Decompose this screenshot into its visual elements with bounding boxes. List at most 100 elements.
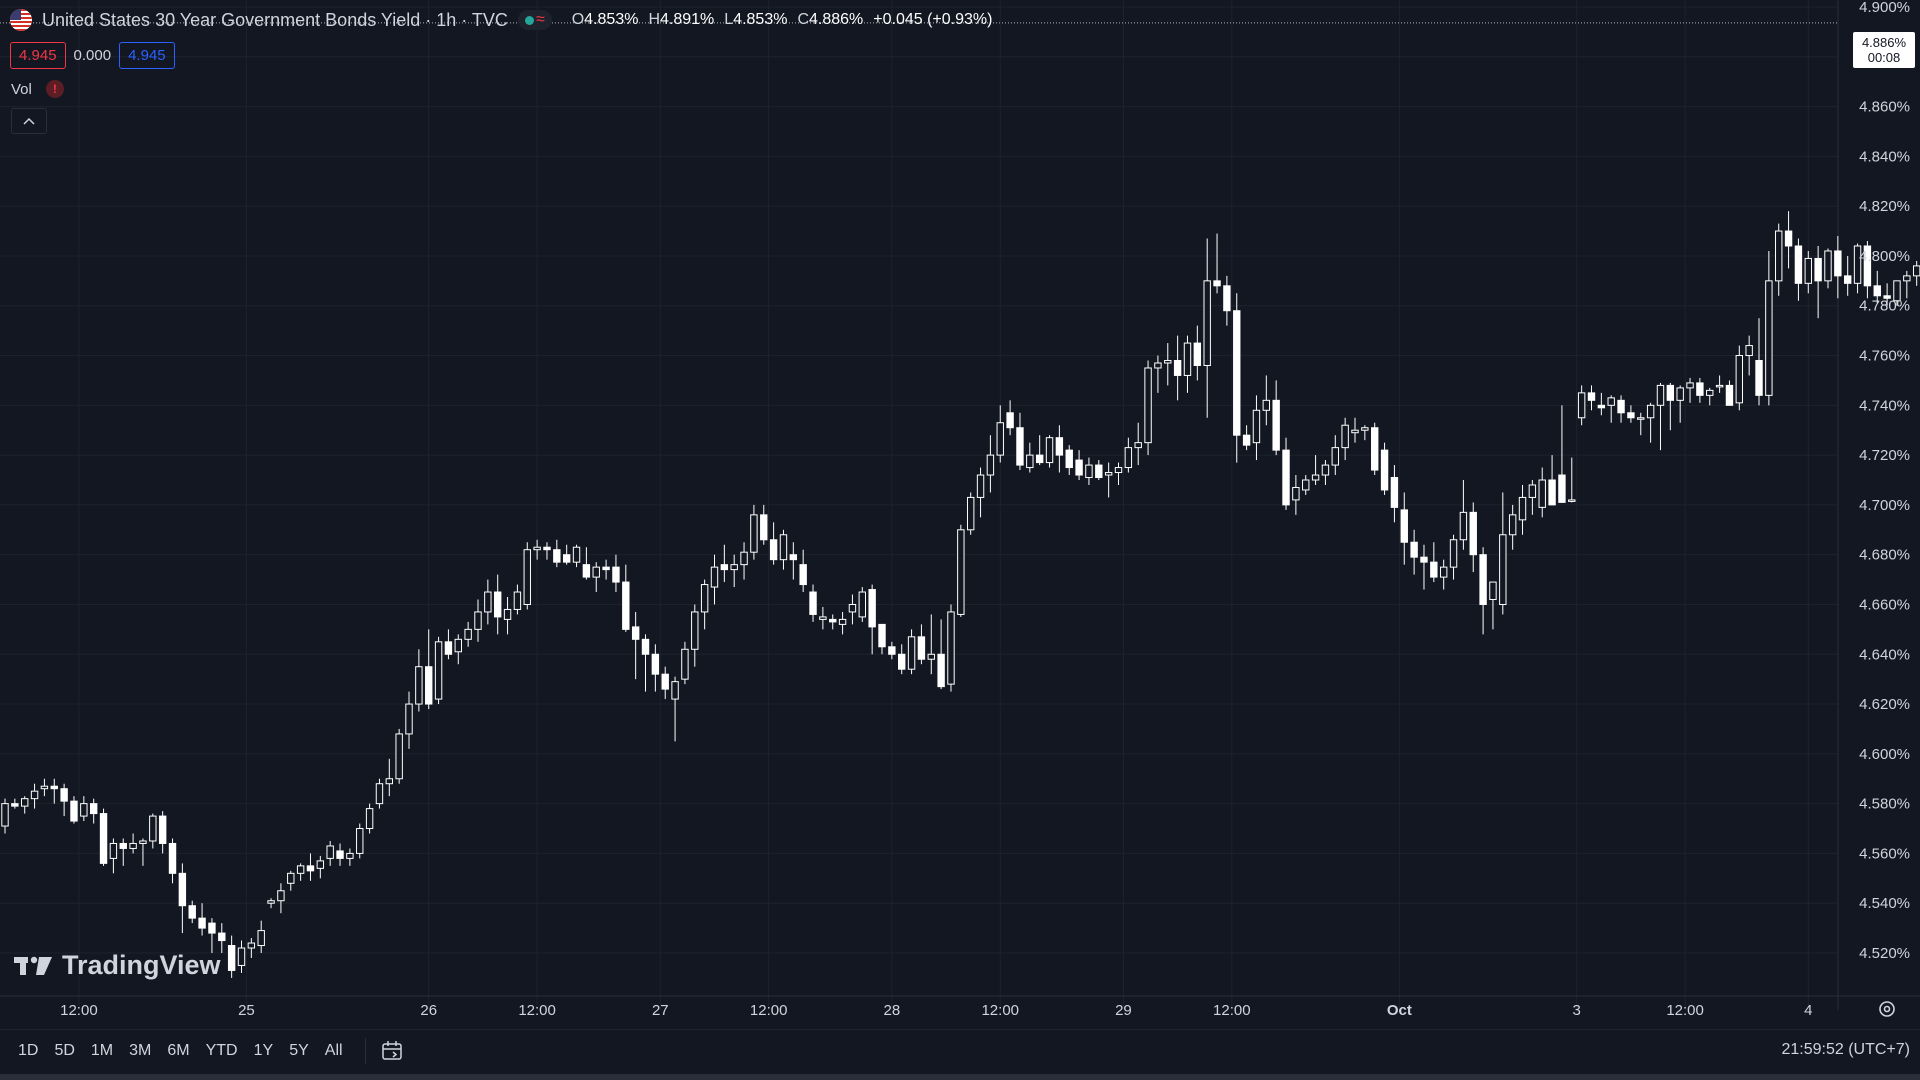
candle [789, 542, 798, 580]
time-tick-label: 12:00 [750, 1002, 788, 1019]
calendar-goto-icon [381, 1041, 402, 1060]
candle [996, 405, 1004, 463]
candle [1390, 465, 1399, 523]
bottom-toolbar: 1D 5D 1M 3M 6M YTD 1Y 5Y All 21:59:52 (U… [0, 1030, 1920, 1072]
sell-button[interactable]: 4.945 [10, 42, 66, 69]
candle [434, 636, 443, 705]
range-1d[interactable]: 1D [18, 1042, 39, 1059]
candle [227, 935, 236, 978]
candlestick-chart[interactable]: 4.900%4.880%4.860%4.840%4.820%4.800%4.78… [0, 0, 1920, 1030]
range-5y[interactable]: 5Y [289, 1042, 309, 1059]
price-tick-label: 4.780% [1859, 298, 1910, 315]
price-tick-label: 4.900% [1859, 0, 1910, 16]
range-ytd[interactable]: YTD [205, 1042, 238, 1059]
candle [484, 579, 492, 625]
time-tick-label: 27 [652, 1002, 669, 1019]
candle [119, 838, 127, 866]
delayed-data-icon: ≈ [535, 11, 545, 28]
ohlc-low: L4.853% [724, 11, 788, 28]
time-tick-label: 12:00 [518, 1002, 556, 1019]
candle [1430, 542, 1438, 583]
candle [1686, 377, 1694, 403]
candle [1784, 211, 1793, 269]
candle [1863, 241, 1872, 299]
range-1y[interactable]: 1Y [253, 1042, 274, 1059]
candle [838, 611, 847, 635]
candle [779, 529, 788, 570]
candle [1627, 405, 1635, 423]
candle [70, 796, 78, 824]
range-1m[interactable]: 1M [90, 1042, 114, 1059]
candle [1124, 437, 1133, 473]
candle [158, 811, 167, 854]
candle [829, 614, 837, 630]
buy-button[interactable]: 4.945 [119, 42, 175, 69]
candle [878, 623, 886, 655]
candle [1893, 280, 1901, 306]
collapse-legend-button[interactable] [11, 108, 47, 134]
candle [1045, 435, 1054, 468]
candle [1617, 395, 1625, 423]
range-5d[interactable]: 5D [54, 1042, 75, 1059]
price-tick-label: 4.760% [1859, 348, 1910, 365]
candle [287, 870, 295, 891]
candle [1775, 223, 1783, 296]
range-3m[interactable]: 3M [129, 1042, 152, 1059]
range-all[interactable]: All [324, 1042, 343, 1059]
symbol-title[interactable]: United States 30 Year Government Bonds Y… [42, 9, 508, 30]
candle [1114, 462, 1123, 485]
candle [1035, 435, 1044, 466]
candle [1341, 417, 1349, 461]
candles [1, 211, 1920, 978]
range-6m[interactable]: 6M [167, 1042, 190, 1059]
time-tick-label: 29 [1115, 1002, 1132, 1019]
candle [1410, 529, 1418, 575]
gear-icon[interactable] [1875, 997, 1899, 1021]
candle [1400, 492, 1408, 565]
candle [425, 629, 433, 710]
candle [572, 544, 581, 568]
candle [1351, 417, 1359, 443]
time-tick-label: 3 [1573, 1002, 1581, 1019]
candle [1824, 248, 1832, 289]
time-tick-label: 12:00 [981, 1002, 1019, 1019]
time-axis[interactable]: 12:00 25 26 12:00 27 12:00 28 12:00 29 12:00 Oct 3 1… [60, 1002, 1812, 1019]
warning-icon[interactable]: ! [45, 80, 64, 98]
candle [513, 584, 522, 615]
candle [1006, 400, 1014, 436]
candle [1499, 492, 1507, 615]
candle [405, 691, 413, 749]
price-axis[interactable]: 4.900%4.880%4.860%4.840%4.820%4.800%4.78… [1859, 0, 1910, 962]
candle [661, 666, 669, 700]
candle [1587, 385, 1596, 411]
us-flag-icon [10, 9, 32, 31]
tradingview-logo-icon [14, 956, 52, 975]
time-tick-label: 26 [420, 1002, 437, 1019]
ohlc-change: +0.045 (+0.93%) [873, 11, 993, 28]
candle [1331, 435, 1339, 476]
candle [631, 611, 640, 680]
candle [562, 544, 571, 565]
price-tick-label: 4.540% [1859, 895, 1910, 912]
candle [641, 634, 650, 692]
candle [316, 855, 325, 879]
market-status[interactable]: ≈ [517, 10, 552, 30]
candle [1883, 283, 1891, 306]
go-to-date-button[interactable] [380, 1038, 406, 1064]
volume-label[interactable]: Vol [11, 80, 32, 98]
time-tick-label: 12:00 [1213, 1002, 1251, 1019]
candle [218, 923, 226, 953]
price-tick-label: 4.600% [1859, 746, 1910, 763]
timezone-clock[interactable]: 21:59:52 (UTC+7) [1781, 1041, 1910, 1058]
candle [671, 676, 679, 742]
time-tick-label: 4 [1804, 1002, 1812, 1019]
candle [1242, 425, 1251, 451]
trade-buttons: 4.945 0.000 4.945 [10, 42, 175, 69]
candle [208, 918, 216, 953]
candle [257, 920, 265, 953]
candle [237, 940, 246, 973]
tradingview-logo[interactable]: TradingView [14, 950, 221, 981]
candle [1558, 405, 1566, 503]
candle [356, 823, 364, 859]
time-tick-label: Oct [1387, 1002, 1412, 1019]
